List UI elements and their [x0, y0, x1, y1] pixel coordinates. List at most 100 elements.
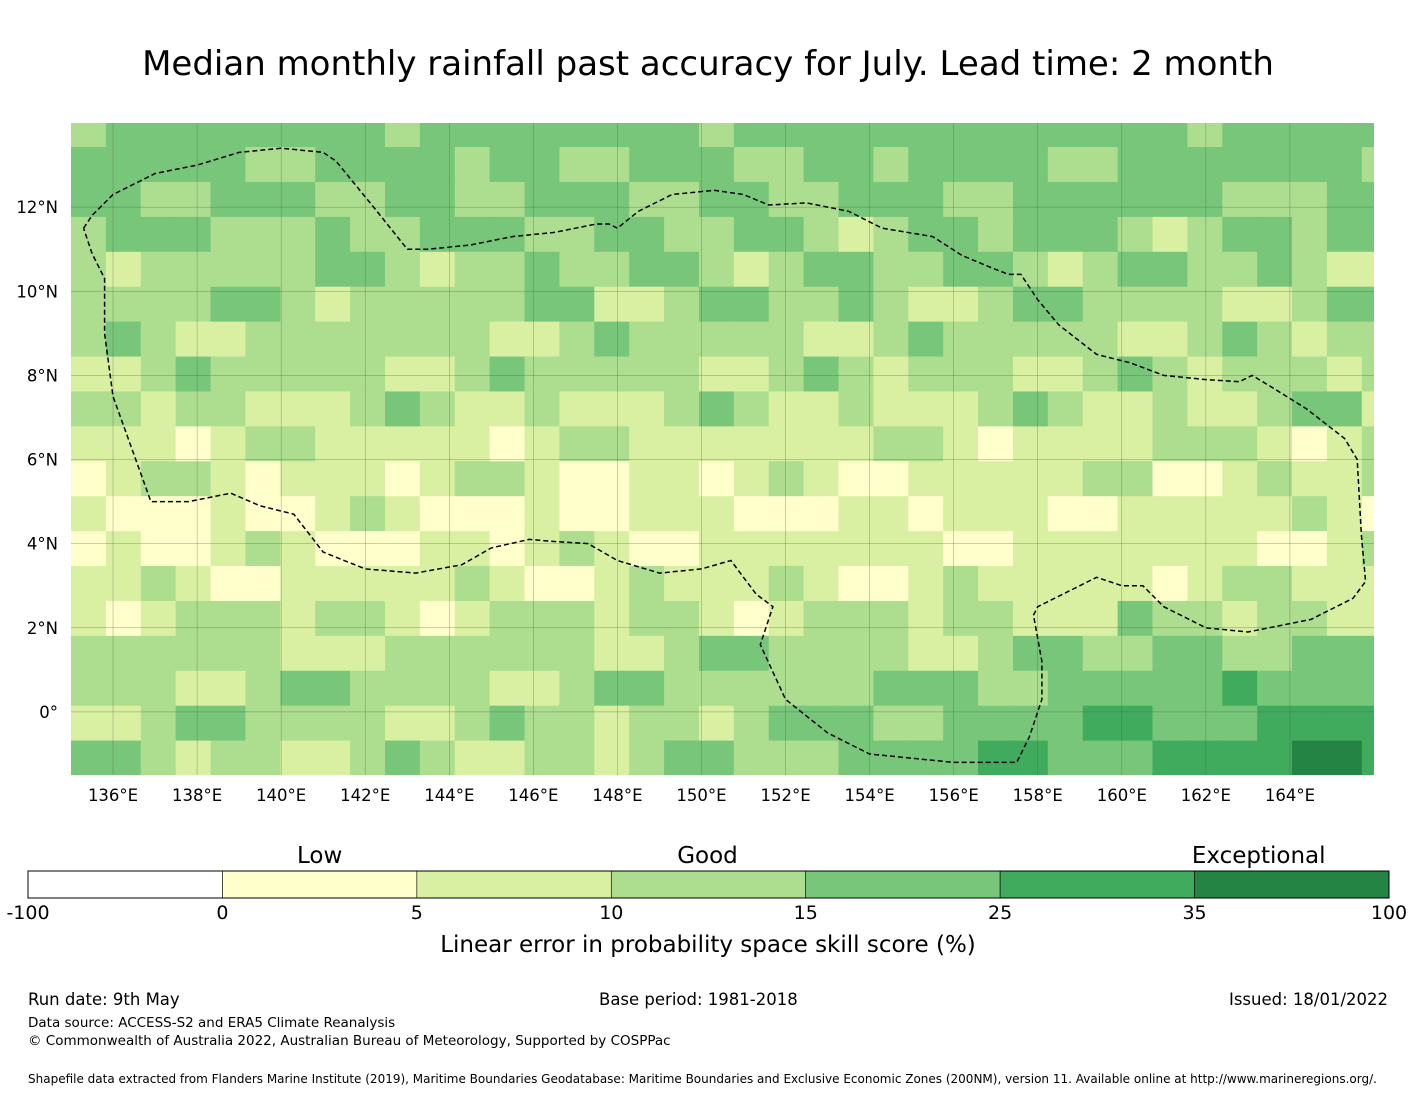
skill-cell [629, 321, 665, 357]
skill-cell [768, 216, 805, 252]
skill-cell [594, 356, 630, 392]
skill-cell [908, 286, 944, 322]
skill-cell [1187, 600, 1223, 636]
skill-cell [803, 460, 840, 497]
skill-cell [1187, 705, 1223, 741]
skill-cell [1117, 460, 1153, 497]
skill-cell [1117, 530, 1153, 567]
skill-cell [210, 460, 246, 497]
skill-cell [943, 390, 979, 427]
skill-cell [419, 390, 456, 427]
skill-cell [524, 286, 560, 322]
skill-cell [210, 216, 246, 252]
skill-cell [873, 600, 909, 636]
skill-cell [210, 390, 246, 427]
skill-cell [524, 146, 560, 182]
skill-cell [489, 425, 526, 462]
skill-cell [1326, 146, 1363, 182]
skill-cell [1326, 460, 1363, 497]
skill-cell [664, 460, 700, 497]
skill-cell [1012, 216, 1049, 252]
skill-cell [175, 495, 212, 532]
skill-cell [454, 216, 491, 252]
skill-cell [698, 216, 735, 252]
skill-cell [1082, 321, 1119, 357]
skill-cell [71, 565, 107, 601]
skill-cell [943, 286, 979, 322]
skill-cell [105, 600, 142, 636]
skill-cell [140, 321, 177, 357]
skill-cell [140, 530, 177, 567]
skill-cell [105, 181, 142, 217]
skill-cell [1152, 670, 1188, 706]
skill-cell [384, 251, 421, 287]
skill-cell [1257, 635, 1293, 671]
skill-cell [350, 321, 386, 357]
skill-cell [419, 181, 456, 217]
skill-cell [419, 146, 456, 182]
skill-cell [943, 356, 979, 392]
skill-cell [384, 286, 421, 322]
skill-cell [698, 425, 735, 462]
skill-cell [559, 123, 595, 148]
skill-cell [1326, 425, 1363, 462]
skill-cell [1326, 495, 1363, 532]
skill-cell [838, 146, 874, 182]
skill-cell [280, 123, 316, 148]
skill-cell [1047, 146, 1084, 182]
skill-cell [280, 740, 316, 775]
skill-cell [454, 565, 491, 601]
colorbar [27, 870, 1390, 899]
skill-cell [594, 251, 630, 287]
skill-cell [1117, 600, 1153, 636]
skill-cell [1257, 216, 1293, 252]
skill-cell [978, 670, 1014, 706]
skill-cell [454, 495, 491, 532]
skill-cell [1187, 565, 1223, 601]
skill-cell [908, 321, 944, 357]
skill-cell [978, 635, 1014, 671]
skill-cell [280, 425, 316, 462]
skill-cell [873, 181, 909, 217]
skill-cell [629, 670, 665, 706]
skill-cell [489, 146, 526, 182]
skill-cell [1117, 740, 1153, 775]
skill-cell [1222, 565, 1258, 601]
skill-cell [1117, 251, 1153, 287]
skill-cell [1187, 251, 1223, 287]
skill-cell [978, 390, 1014, 427]
skill-cell [1187, 286, 1223, 322]
skill-cell [1187, 670, 1223, 706]
skill-cell [1082, 146, 1119, 182]
skill-cell [943, 321, 979, 357]
skill-cell [768, 321, 805, 357]
skill-cell [280, 146, 316, 182]
skill-cell [245, 705, 281, 741]
skill-cell [1257, 286, 1293, 322]
longitude-tick-label: 162°E [1181, 786, 1231, 805]
skill-cell [698, 600, 735, 636]
skill-cell [489, 600, 526, 636]
longitude-tick-label: 154°E [845, 786, 895, 805]
skill-cell [524, 495, 560, 532]
skill-cell [768, 251, 805, 287]
skill-cell [978, 705, 1014, 741]
skill-cell [1152, 530, 1188, 567]
skill-cell [384, 635, 421, 671]
skill-cell [1292, 390, 1328, 427]
skill-cell [315, 565, 351, 601]
skill-cell [978, 356, 1014, 392]
skill-cell [1292, 460, 1328, 497]
skill-cell [803, 670, 840, 706]
longitude-tick-label: 140°E [256, 786, 306, 805]
skill-cell [315, 123, 351, 148]
skill-cell [908, 565, 944, 601]
skill-cell [71, 286, 107, 322]
skill-cell [175, 705, 212, 741]
skill-cell [419, 460, 456, 497]
skill-cell [175, 425, 212, 462]
skill-cell [384, 740, 421, 775]
longitude-tick-label: 160°E [1097, 786, 1147, 805]
skill-cell [664, 216, 700, 252]
skill-cell [1326, 740, 1363, 775]
